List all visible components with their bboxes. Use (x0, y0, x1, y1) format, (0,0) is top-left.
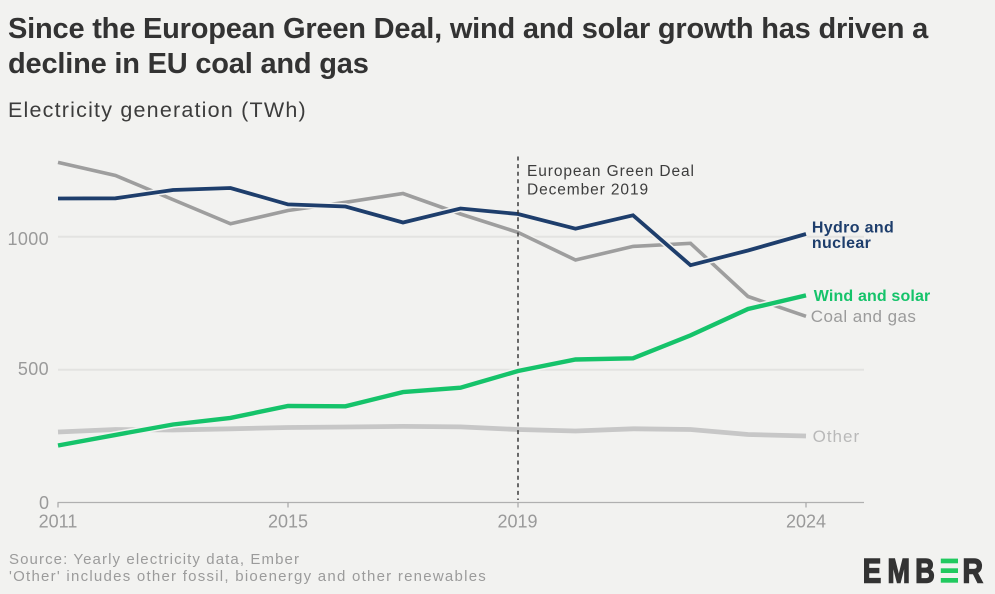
svg-text:2019: 2019 (497, 511, 537, 531)
svg-text:2015: 2015 (268, 511, 308, 531)
svg-text:B: B (915, 553, 935, 591)
svg-text:nuclear: nuclear (812, 235, 871, 252)
svg-text:Coal and gas: Coal and gas (811, 307, 917, 326)
svg-text:Hydro and: Hydro and (812, 220, 894, 237)
svg-text:M: M (888, 553, 911, 591)
svg-text:Other: Other (813, 427, 861, 446)
svg-text:Wind and solar: Wind and solar (814, 288, 931, 305)
svg-text:December 2019: December 2019 (527, 181, 649, 198)
svg-text:2011: 2011 (39, 511, 78, 531)
svg-text:R: R (963, 553, 984, 591)
svg-text:0: 0 (39, 493, 49, 513)
svg-text:E: E (863, 553, 882, 591)
svg-text:1000: 1000 (8, 229, 49, 249)
svg-text:2024: 2024 (786, 511, 826, 531)
svg-text:European Green Deal: European Green Deal (527, 163, 695, 180)
svg-text:500: 500 (18, 359, 49, 379)
